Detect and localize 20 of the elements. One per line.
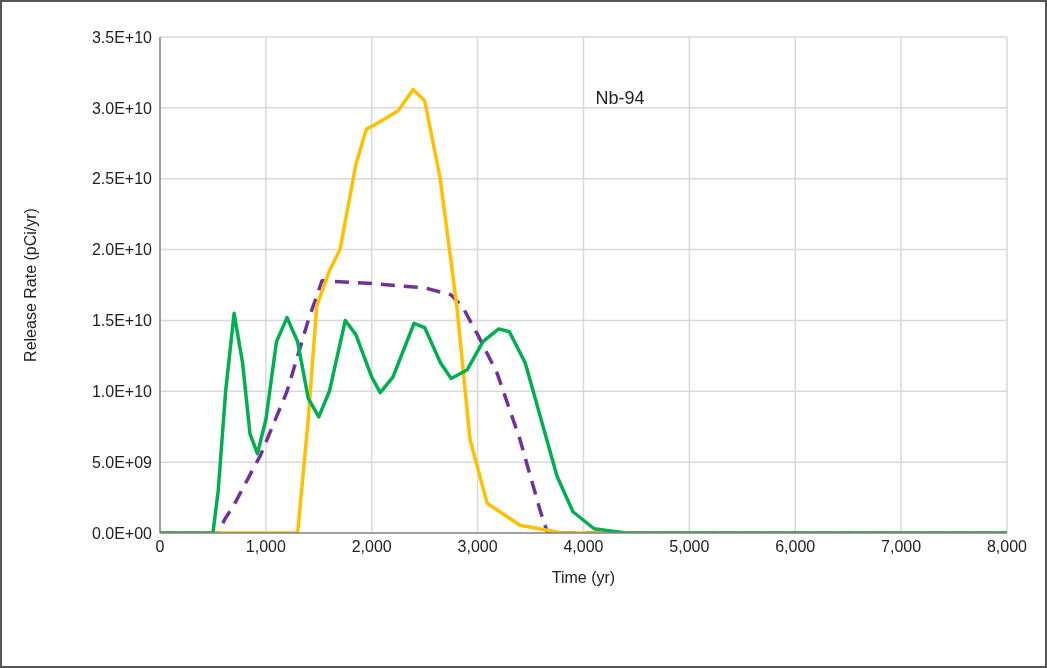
y-tick-label: 2.0E+10 <box>91 241 153 259</box>
y-tick-label: 3.0E+10 <box>91 99 153 117</box>
y-tick-label: 1.0E+10 <box>91 382 153 400</box>
text: Nb-94 <box>594 88 646 109</box>
y-tick-label: 0.0E+00 <box>91 524 153 542</box>
x-axis-title: Time (yr) <box>551 569 616 586</box>
x-tick-label: 5,000 <box>669 538 710 556</box>
y-tick-label: 3.5E+10 <box>91 28 153 46</box>
x-tick-label: 0 <box>155 538 165 556</box>
y-tick-label: 5.0E+09 <box>91 453 153 471</box>
x-tick-label: 7,000 <box>881 538 922 556</box>
x-tick-label: 8,000 <box>986 538 1028 556</box>
x-tick-label: 2,000 <box>351 538 392 556</box>
y-axis-title: Release Rate (pCi/yr) <box>21 208 39 362</box>
x-tick-label: 4,000 <box>563 538 604 556</box>
x-tick-label: 3,000 <box>457 538 498 556</box>
y-tick-label: 2.5E+10 <box>91 170 153 188</box>
y-tick-label: 1.5E+10 <box>91 312 153 330</box>
x-tick-label: 1,000 <box>245 538 286 556</box>
x-tick-label: 6,000 <box>775 538 816 556</box>
